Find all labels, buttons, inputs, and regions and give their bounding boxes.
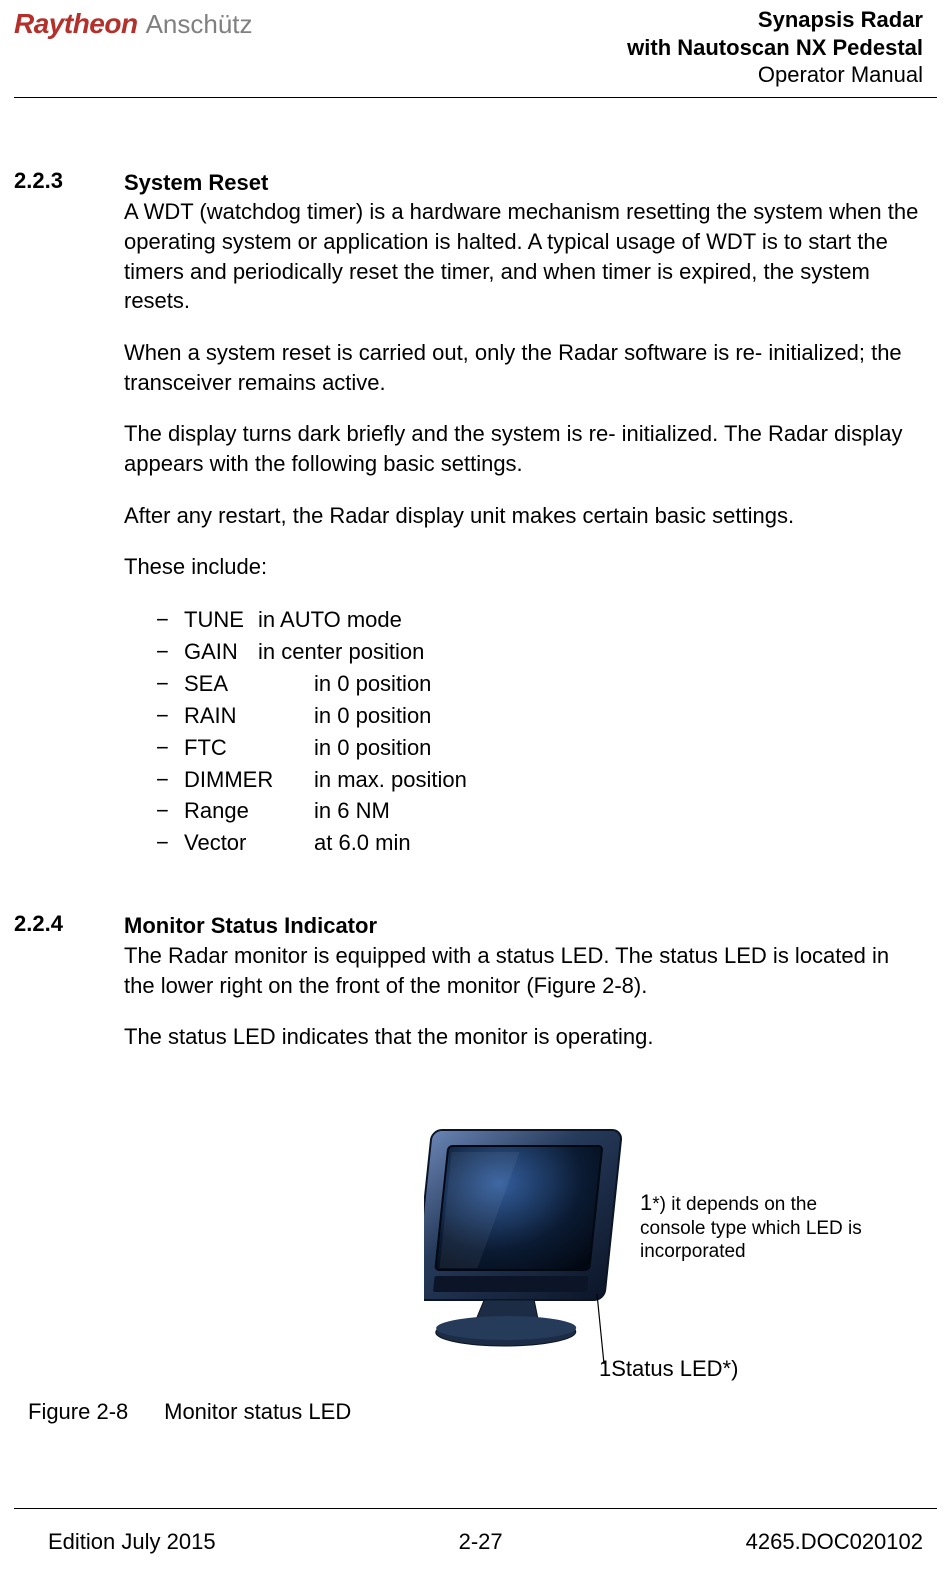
- paragraph: A WDT (watchdog timer) is a hardware mec…: [124, 197, 923, 316]
- doc-title-line2: with Nautoscan NX Pedestal: [627, 34, 923, 62]
- footer-rule: [14, 1508, 937, 1509]
- paragraph: After any restart, the Radar display uni…: [124, 501, 923, 531]
- setting-value: at 6.0 min: [314, 827, 411, 859]
- settings-item: −RAINin 0 position: [156, 700, 923, 732]
- setting-value: in 0 position: [314, 732, 431, 764]
- setting-value: in max. position: [314, 764, 467, 796]
- setting-label: GAIN: [184, 636, 258, 668]
- figure-caption: Figure 2-8 Monitor status LED: [14, 1399, 923, 1425]
- setting-value: in AUTO mode: [258, 604, 402, 636]
- settings-item: −GAINin center position: [156, 636, 923, 668]
- monitor-illustration-wrap: 1Status LED*): [124, 1124, 644, 1389]
- figure-note: 1*) it depends on the console type which…: [640, 1189, 880, 1264]
- footer-row: Edition July 2015 2-27 4265.DOC020102: [48, 1529, 923, 1555]
- document-title: Synapsis Radar with Nautoscan NX Pedesta…: [627, 6, 923, 89]
- page-footer: Edition July 2015 2-27 4265.DOC020102: [0, 1508, 951, 1555]
- figure-caption-text: Monitor status LED: [164, 1399, 351, 1424]
- list-dash: −: [156, 636, 184, 668]
- settings-item: −FTCin 0 position: [156, 732, 923, 764]
- settings-item: −DIMMERin max. position: [156, 764, 923, 796]
- paragraph: These include:: [124, 552, 923, 582]
- callout-label: 1Status LED*): [599, 1356, 738, 1382]
- setting-label: Vector: [184, 827, 314, 859]
- section-body: Monitor Status Indicator The Radar monit…: [124, 911, 923, 1074]
- footer-edition: Edition July 2015: [48, 1529, 216, 1555]
- logo-block: Raytheon Anschütz: [14, 6, 253, 40]
- list-dash: −: [156, 795, 184, 827]
- logo-sub-brand: Anschütz: [146, 9, 253, 40]
- doc-title-line3: Operator Manual: [627, 61, 923, 89]
- setting-label: FTC: [184, 732, 314, 764]
- section-number: 2.2.4: [14, 911, 124, 1074]
- paragraph: The Radar monitor is equipped with a sta…: [124, 941, 923, 1000]
- settings-item: −SEAin 0 position: [156, 668, 923, 700]
- section-monitor-status: 2.2.4 Monitor Status Indicator The Radar…: [14, 911, 923, 1074]
- section-body: System Reset A WDT (watchdog timer) is a…: [124, 168, 923, 888]
- setting-value: in 0 position: [314, 668, 431, 700]
- setting-label: TUNE: [184, 604, 258, 636]
- monitor-icon: [424, 1124, 634, 1384]
- list-dash: −: [156, 732, 184, 764]
- setting-label: SEA: [184, 668, 314, 700]
- page-content: 2.2.3 System Reset A WDT (watchdog timer…: [0, 98, 951, 1425]
- note-text: *) it depends on the console type which …: [640, 1194, 862, 1263]
- section-system-reset: 2.2.3 System Reset A WDT (watchdog timer…: [14, 168, 923, 888]
- section-title: System Reset: [124, 168, 923, 198]
- section-number: 2.2.3: [14, 168, 124, 888]
- figure-number: Figure 2-8: [28, 1399, 158, 1425]
- list-dash: −: [156, 668, 184, 700]
- setting-label: RAIN: [184, 700, 314, 732]
- list-dash: −: [156, 827, 184, 859]
- footer-page-number: 2-27: [459, 1529, 503, 1555]
- setting-label: DIMMER: [184, 764, 314, 796]
- setting-value: in center position: [258, 636, 424, 668]
- paragraph: When a system reset is carried out, only…: [124, 338, 923, 397]
- list-dash: −: [156, 604, 184, 636]
- setting-value: in 0 position: [314, 700, 431, 732]
- doc-title-line1: Synapsis Radar: [627, 6, 923, 34]
- setting-label: Range: [184, 795, 314, 827]
- setting-value: in 6 NM: [314, 795, 390, 827]
- paragraph: The status LED indicates that the monito…: [124, 1022, 923, 1052]
- settings-item: −TUNEin AUTO mode: [156, 604, 923, 636]
- settings-list: −TUNEin AUTO mode−GAINin center position…: [124, 604, 923, 859]
- settings-item: −Vectorat 6.0 min: [156, 827, 923, 859]
- page-header: Raytheon Anschütz Synapsis Radar with Na…: [0, 0, 951, 89]
- footer-doc-id: 4265.DOC020102: [746, 1529, 923, 1555]
- list-dash: −: [156, 700, 184, 732]
- list-dash: −: [156, 764, 184, 796]
- figure-block: 1Status LED*) 1*) it depends on the cons…: [14, 1124, 923, 1389]
- paragraph: The display turns dark briefly and the s…: [124, 419, 923, 478]
- settings-item: −Rangein 6 NM: [156, 795, 923, 827]
- section-title: Monitor Status Indicator: [124, 911, 923, 941]
- logo-brand: Raytheon: [14, 8, 138, 40]
